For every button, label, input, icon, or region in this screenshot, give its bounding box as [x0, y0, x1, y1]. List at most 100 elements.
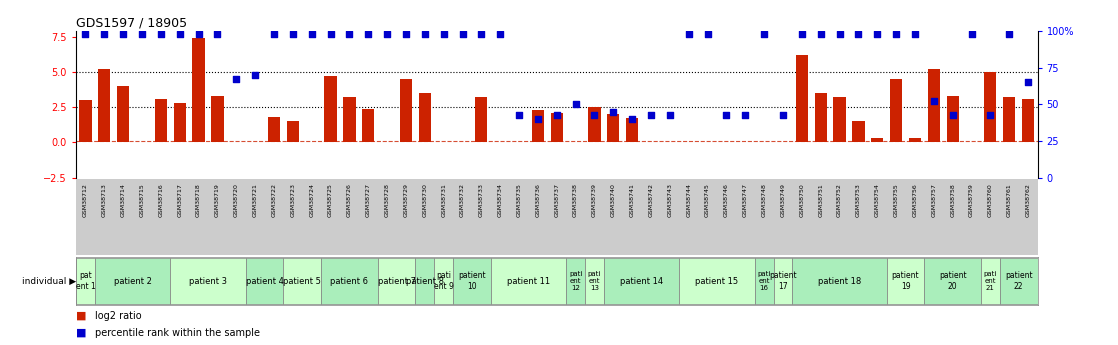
- Bar: [95, 258, 170, 304]
- Bar: [1003, 97, 1015, 142]
- Text: individual ▶: individual ▶: [21, 277, 76, 286]
- Bar: [925, 258, 980, 304]
- Point: [416, 31, 434, 37]
- Bar: [890, 79, 902, 142]
- Point: [171, 31, 189, 37]
- Text: GSM38729: GSM38729: [404, 183, 408, 217]
- Text: patient 18: patient 18: [818, 277, 861, 286]
- Text: GSM38755: GSM38755: [893, 183, 899, 217]
- Text: GSM38712: GSM38712: [83, 183, 88, 217]
- Bar: [192, 38, 205, 142]
- Text: GSM38762: GSM38762: [1025, 183, 1031, 217]
- Text: GSM38743: GSM38743: [667, 183, 672, 217]
- Point: [491, 31, 509, 37]
- Text: pati
ent
21: pati ent 21: [984, 271, 997, 291]
- Bar: [774, 258, 793, 304]
- Point: [378, 31, 396, 37]
- Bar: [324, 76, 337, 142]
- Bar: [833, 97, 845, 142]
- Text: GSM38736: GSM38736: [536, 183, 540, 217]
- Point: [623, 116, 641, 122]
- Text: patient
22: patient 22: [1005, 272, 1032, 291]
- Text: GDS1597 / 18905: GDS1597 / 18905: [76, 17, 187, 30]
- Text: GSM38720: GSM38720: [234, 183, 239, 217]
- Point: [341, 31, 359, 37]
- Point: [661, 112, 679, 117]
- Bar: [268, 117, 281, 142]
- Point: [1020, 80, 1038, 85]
- Point: [586, 112, 604, 117]
- Text: patient
10: patient 10: [458, 272, 485, 291]
- Bar: [852, 121, 864, 142]
- Text: patient 8: patient 8: [406, 277, 444, 286]
- Text: GSM38715: GSM38715: [140, 183, 144, 217]
- Text: patient 5: patient 5: [283, 277, 321, 286]
- Bar: [680, 258, 755, 304]
- Point: [435, 31, 453, 37]
- Text: GSM38757: GSM38757: [931, 183, 936, 217]
- Text: GSM38726: GSM38726: [347, 183, 352, 217]
- Text: GSM38727: GSM38727: [366, 183, 371, 217]
- Point: [208, 31, 226, 37]
- Text: log2 ratio: log2 ratio: [95, 311, 142, 321]
- Text: GSM38744: GSM38744: [686, 183, 691, 217]
- Bar: [999, 258, 1038, 304]
- Text: GSM38756: GSM38756: [912, 183, 918, 217]
- Bar: [871, 138, 883, 142]
- Text: GSM38741: GSM38741: [629, 183, 635, 217]
- Point: [642, 112, 660, 117]
- Text: GSM38761: GSM38761: [1006, 183, 1012, 217]
- Point: [680, 31, 698, 37]
- Text: percentile rank within the sample: percentile rank within the sample: [95, 328, 260, 338]
- Text: pati
ent
12: pati ent 12: [569, 271, 582, 291]
- Text: patient 14: patient 14: [620, 277, 663, 286]
- Text: GSM38725: GSM38725: [328, 183, 333, 217]
- Text: GSM38745: GSM38745: [705, 183, 710, 217]
- Point: [359, 31, 377, 37]
- Text: patient
20: patient 20: [939, 272, 966, 291]
- Point: [548, 112, 566, 117]
- Text: GSM38719: GSM38719: [215, 183, 220, 217]
- Text: GSM38721: GSM38721: [253, 183, 257, 217]
- Text: GSM38759: GSM38759: [969, 183, 974, 217]
- Point: [925, 99, 942, 104]
- Text: patient
17: patient 17: [769, 272, 797, 291]
- Bar: [418, 93, 430, 142]
- Point: [718, 112, 736, 117]
- Point: [454, 31, 472, 37]
- Text: GSM38716: GSM38716: [159, 183, 163, 217]
- Point: [982, 112, 999, 117]
- Point: [699, 31, 717, 37]
- Text: GSM38731: GSM38731: [442, 183, 446, 217]
- Point: [265, 31, 283, 37]
- Bar: [378, 258, 416, 304]
- Text: GSM38714: GSM38714: [121, 183, 125, 217]
- Point: [605, 109, 623, 115]
- Point: [510, 112, 528, 117]
- Point: [850, 31, 868, 37]
- Text: patient 2: patient 2: [114, 277, 152, 286]
- Text: GSM38733: GSM38733: [479, 183, 484, 217]
- Text: pati
ent 9: pati ent 9: [434, 272, 454, 291]
- Bar: [362, 109, 375, 142]
- Bar: [246, 258, 283, 304]
- Bar: [154, 99, 167, 142]
- Text: GSM38722: GSM38722: [272, 183, 276, 217]
- Text: GSM38717: GSM38717: [178, 183, 182, 217]
- Text: pat
ent 1: pat ent 1: [76, 272, 95, 291]
- Text: pati
ent
13: pati ent 13: [588, 271, 601, 291]
- Point: [944, 112, 961, 117]
- Text: GSM38753: GSM38753: [856, 183, 861, 217]
- Point: [152, 31, 170, 37]
- Text: GSM38723: GSM38723: [291, 183, 295, 217]
- Bar: [173, 103, 186, 142]
- Point: [246, 72, 264, 78]
- Point: [774, 112, 792, 117]
- Text: GSM38728: GSM38728: [385, 183, 389, 217]
- Bar: [453, 258, 491, 304]
- Bar: [79, 100, 92, 142]
- Point: [831, 31, 849, 37]
- Bar: [815, 93, 827, 142]
- Point: [812, 31, 830, 37]
- Text: GSM38754: GSM38754: [874, 183, 880, 217]
